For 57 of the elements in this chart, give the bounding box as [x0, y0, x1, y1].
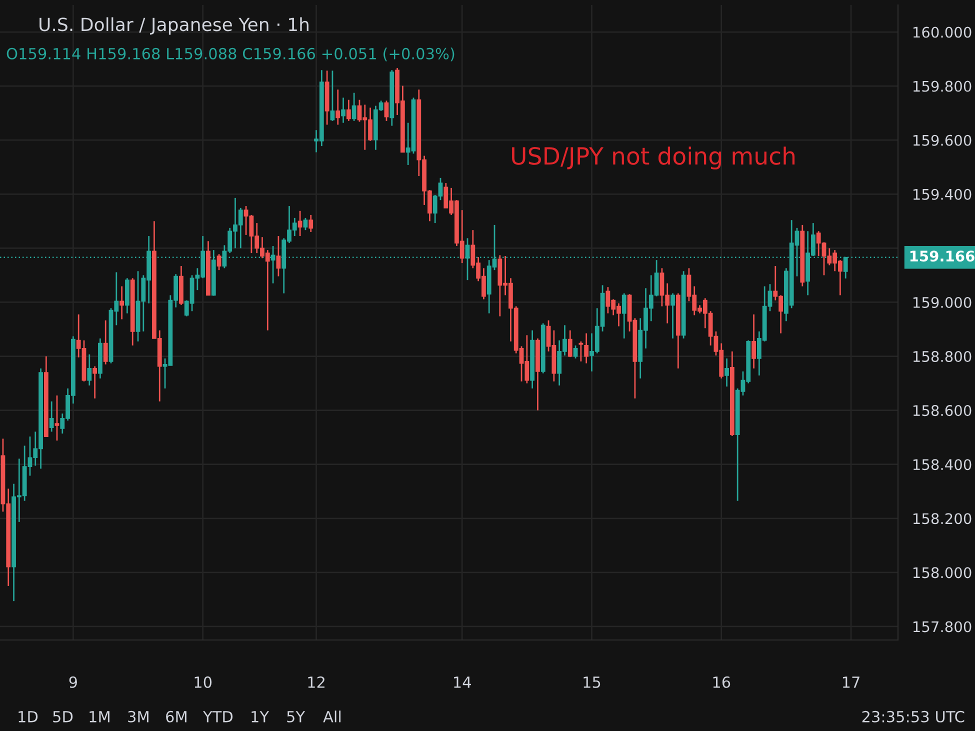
candlestick — [568, 330, 572, 358]
text: 23:35:53 UTC — [862, 710, 964, 722]
text: 3M — [128, 710, 148, 722]
x-tick-label: 17 — [842, 676, 860, 688]
candlestick — [276, 235, 281, 277]
x-tick-label: 12 — [308, 676, 324, 688]
candlestick — [103, 320, 108, 366]
candlestick — [724, 358, 729, 388]
text: 5Y — [287, 711, 306, 722]
candlestick — [298, 210, 302, 237]
y-tick-label: 158.800 — [913, 350, 972, 362]
x-tick-label: 15 — [584, 676, 600, 688]
text: 1Y — [252, 711, 270, 722]
text: 5D — [53, 711, 73, 722]
x-tick-label: 16 — [713, 676, 730, 688]
annotation: USD/JPY not doing much — [512, 146, 795, 170]
candlestick — [308, 214, 314, 233]
x-tick-label: 10 — [194, 676, 212, 688]
text: U.S. Dollar / Japanese Yen · 1h — [40, 17, 308, 35]
candlestick — [752, 314, 756, 370]
candlestick — [346, 99, 351, 122]
candlestick — [49, 400, 54, 432]
candlestick — [54, 394, 60, 442]
candlestick — [352, 92, 356, 122]
ref-line-label: 159.166 — [910, 250, 974, 262]
y-tick-label: 159.800 — [913, 80, 972, 92]
candlestick — [573, 344, 578, 360]
text: 6M — [166, 710, 186, 722]
candlestick — [303, 217, 308, 231]
text: All — [323, 710, 341, 722]
candlestick — [584, 332, 589, 364]
candlestick — [670, 292, 675, 340]
y-tick-label: 158.600 — [913, 405, 972, 416]
candlestick — [336, 88, 340, 126]
candlestick — [216, 253, 222, 271]
y-tick-label: 158.200 — [913, 513, 972, 524]
candlestick — [87, 354, 92, 386]
x-tick-label: 9 — [69, 676, 77, 688]
y-tick-label: 158.000 — [913, 567, 972, 578]
candlestick — [622, 292, 626, 340]
y-tick-label: 158.400 — [913, 459, 972, 470]
candlestick — [384, 100, 389, 122]
y-tick-label: 159.600 — [913, 134, 972, 146]
y-tick-label: 160.000 — [913, 26, 972, 38]
y-tick-label: 157.800 — [913, 621, 972, 632]
text: 1M — [90, 711, 110, 722]
x-tick-label: 14 — [454, 676, 471, 688]
candlestick — [578, 340, 584, 362]
candlestick — [341, 96, 346, 124]
text: YTD — [202, 711, 233, 722]
y-tick-label: 159.400 — [913, 188, 972, 200]
candlestick — [330, 70, 335, 122]
candlestick — [120, 286, 124, 320]
text: O159.114 H159.168 L159.088 C159.166 +0.051 (+0.03%) — [6, 48, 454, 62]
y-tick-label: 159.000 — [913, 296, 972, 308]
candlestick — [92, 366, 97, 400]
text: 1D — [18, 711, 38, 722]
